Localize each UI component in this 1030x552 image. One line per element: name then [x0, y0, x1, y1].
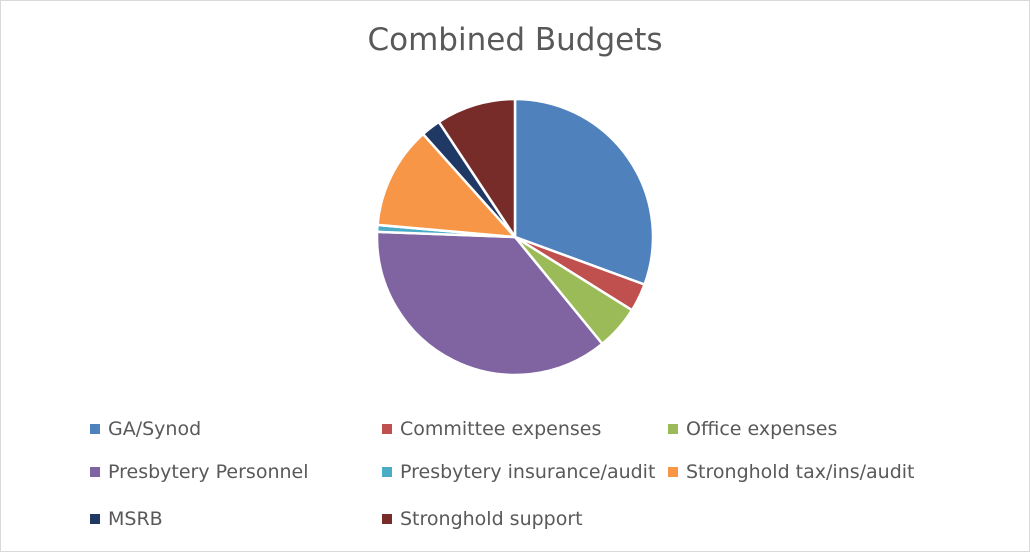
pie-slice-presbytery-personnel: [375, 230, 604, 377]
pie-slice-ga-synod: [513, 97, 655, 286]
chart-title: Combined Budgets: [367, 22, 663, 58]
pie-slice-stronghold-support: [437, 97, 517, 239]
pie-slice-stronghold-tax-ins-audit: [376, 132, 517, 239]
